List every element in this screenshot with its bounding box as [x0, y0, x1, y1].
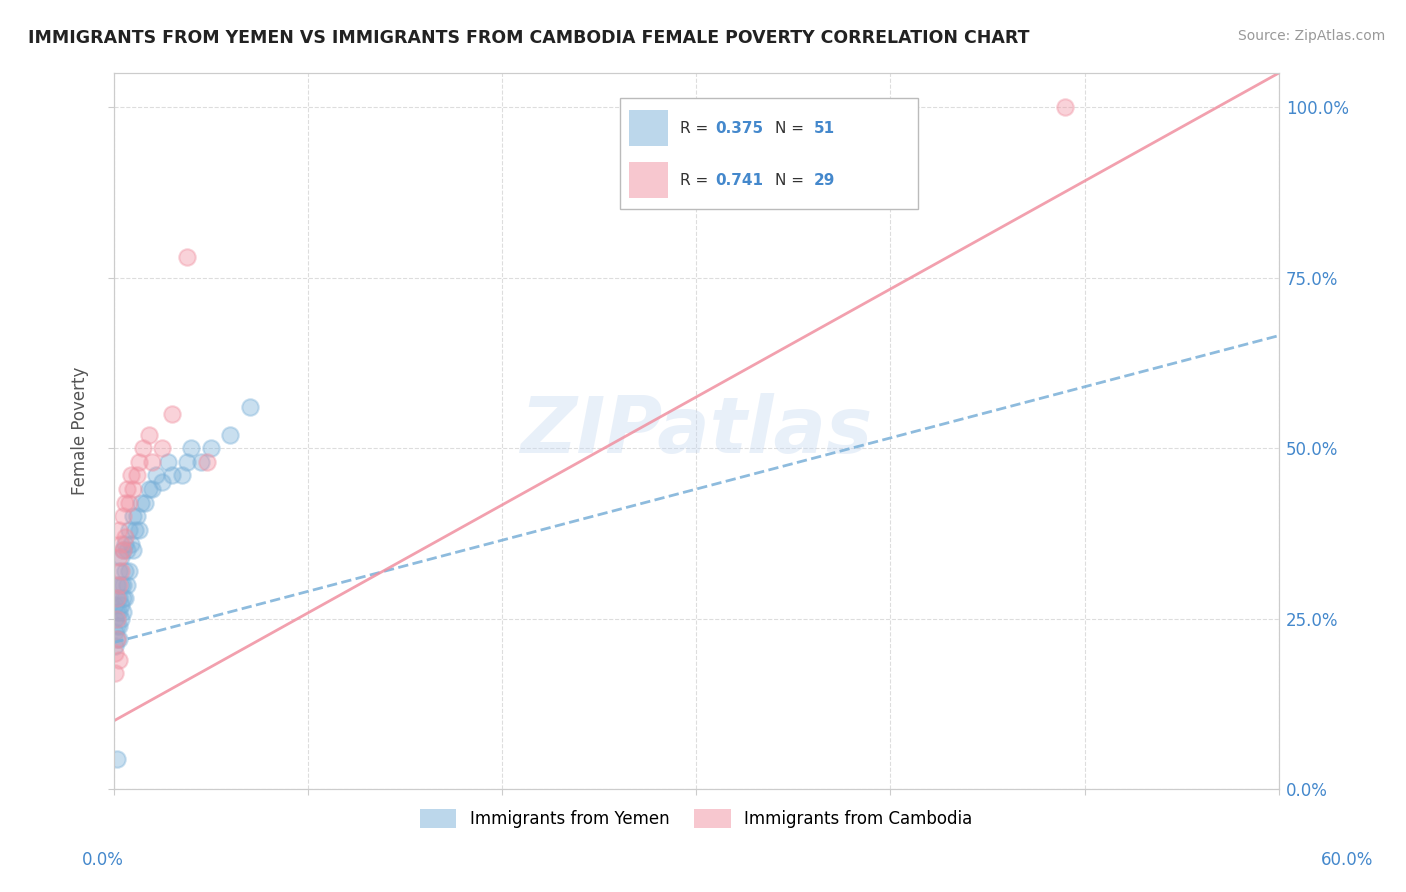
Point — [200, 441, 222, 455]
Point — [114, 530, 136, 544]
Point — [141, 482, 163, 496]
Point — [176, 250, 198, 264]
Point — [104, 625, 127, 640]
Point — [145, 468, 167, 483]
Point — [129, 496, 152, 510]
Point — [156, 455, 179, 469]
Point — [115, 482, 138, 496]
Point — [107, 605, 129, 619]
Point — [108, 618, 131, 632]
Point — [112, 509, 135, 524]
Point — [107, 591, 129, 606]
Point — [114, 536, 136, 550]
Point — [110, 598, 132, 612]
Point — [138, 427, 160, 442]
Point — [219, 427, 242, 442]
Point — [104, 646, 127, 660]
Legend: Immigrants from Yemen, Immigrants from Cambodia: Immigrants from Yemen, Immigrants from C… — [413, 802, 980, 835]
Point — [122, 543, 145, 558]
Point — [138, 482, 160, 496]
Text: 0.0%: 0.0% — [82, 851, 124, 869]
Text: ZIPatlas: ZIPatlas — [520, 393, 872, 469]
Point — [238, 401, 260, 415]
Point — [108, 591, 131, 606]
Point — [150, 441, 173, 455]
Y-axis label: Female Poverty: Female Poverty — [72, 367, 89, 495]
Point — [107, 632, 129, 647]
Point — [107, 612, 129, 626]
Point — [141, 455, 163, 469]
Point — [112, 543, 135, 558]
Point — [107, 577, 129, 591]
Point — [128, 523, 150, 537]
Point — [108, 564, 131, 578]
Point — [128, 455, 150, 469]
Point — [104, 612, 127, 626]
Point — [176, 455, 198, 469]
Point — [122, 509, 145, 524]
Point — [118, 564, 141, 578]
Point — [112, 543, 135, 558]
Point — [180, 441, 202, 455]
Point — [108, 523, 131, 537]
Point — [114, 591, 136, 606]
Point — [1054, 100, 1077, 114]
Text: IMMIGRANTS FROM YEMEN VS IMMIGRANTS FROM CAMBODIA FEMALE POVERTY CORRELATION CHA: IMMIGRANTS FROM YEMEN VS IMMIGRANTS FROM… — [28, 29, 1029, 47]
Point — [107, 751, 129, 765]
Point — [108, 652, 131, 666]
Point — [110, 536, 132, 550]
Point — [150, 475, 173, 490]
Point — [195, 455, 218, 469]
Point — [112, 577, 135, 591]
Point — [114, 564, 136, 578]
Point — [104, 666, 127, 681]
Text: 60.0%: 60.0% — [1320, 851, 1374, 869]
Point — [107, 591, 129, 606]
Point — [108, 577, 131, 591]
Point — [118, 496, 141, 510]
Point — [104, 598, 127, 612]
Point — [115, 577, 138, 591]
Point — [112, 605, 135, 619]
Point — [120, 468, 142, 483]
Point — [104, 639, 127, 653]
Point — [125, 468, 148, 483]
Point — [125, 509, 148, 524]
Point — [107, 618, 129, 632]
Point — [160, 468, 183, 483]
Point — [110, 612, 132, 626]
Point — [107, 632, 129, 647]
Point — [110, 564, 132, 578]
Point — [122, 482, 145, 496]
Point — [124, 523, 146, 537]
Point — [108, 632, 131, 647]
Text: Source: ZipAtlas.com: Source: ZipAtlas.com — [1237, 29, 1385, 44]
Point — [110, 550, 132, 565]
Point — [114, 496, 136, 510]
Point — [190, 455, 212, 469]
Point — [120, 536, 142, 550]
Point — [134, 496, 156, 510]
Point — [131, 441, 153, 455]
Point — [115, 543, 138, 558]
Point — [112, 591, 135, 606]
Point — [108, 550, 131, 565]
Point — [170, 468, 193, 483]
Point — [160, 407, 183, 421]
Point — [110, 577, 132, 591]
Point — [108, 605, 131, 619]
Point — [118, 523, 141, 537]
